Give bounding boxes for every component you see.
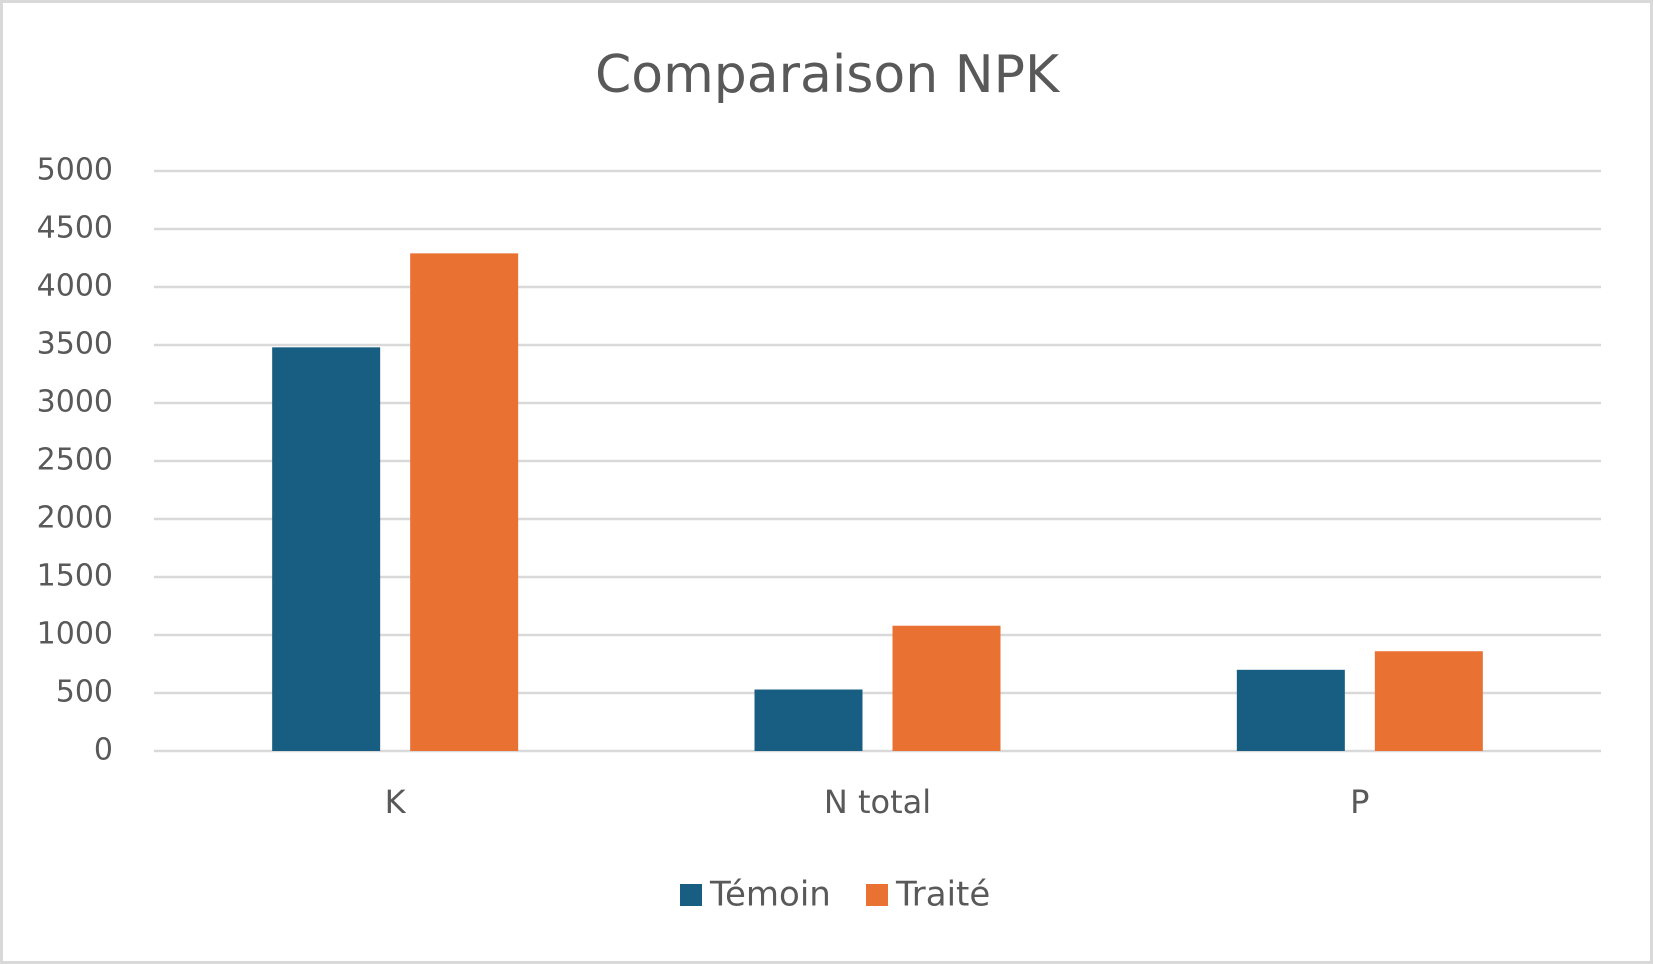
x-tick-label: P — [1350, 783, 1369, 821]
legend-label: Traité — [895, 875, 990, 915]
x-tick-label: K — [385, 783, 407, 821]
bar — [1374, 651, 1483, 751]
legend-swatch — [866, 884, 888, 906]
bar — [754, 689, 863, 751]
y-tick-label: 2500 — [37, 443, 113, 478]
y-tick-label: 4500 — [37, 211, 113, 246]
y-tick-label: 4000 — [37, 269, 113, 304]
legend-swatch — [680, 884, 702, 906]
y-tick-label: 3500 — [37, 327, 113, 362]
y-tick-label: 5000 — [37, 153, 113, 188]
bar — [410, 253, 519, 752]
legend-label: Témoin — [709, 875, 831, 915]
x-tick-label: N total — [824, 783, 931, 821]
y-tick-label: 0 — [94, 733, 113, 768]
y-tick-label: 3000 — [37, 385, 113, 420]
bar — [892, 625, 1001, 751]
y-tick-label: 500 — [56, 675, 113, 710]
y-tick-label: 2000 — [37, 501, 113, 536]
chart-title: Comparaison NPK — [595, 45, 1061, 105]
y-tick-label: 1500 — [37, 559, 113, 594]
y-tick-label: 1000 — [37, 617, 113, 652]
bar — [272, 347, 381, 751]
bar — [1236, 669, 1345, 751]
